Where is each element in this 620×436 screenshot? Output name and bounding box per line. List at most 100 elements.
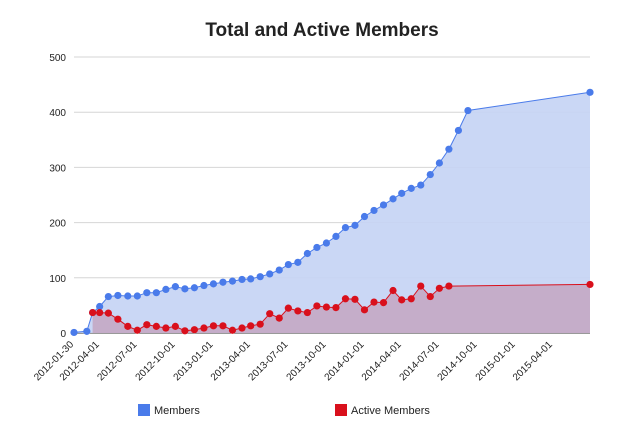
data-point-active-members — [398, 296, 406, 304]
data-point-active-members — [256, 320, 264, 328]
data-point-active-members — [294, 307, 302, 315]
data-point-members — [284, 260, 292, 269]
data-point-active-members — [133, 326, 141, 334]
data-point-active-members — [332, 304, 340, 312]
data-point-members — [114, 291, 122, 300]
data-point-active-members — [417, 282, 425, 290]
x-tick-label: 2013-10-01 — [285, 339, 329, 383]
data-point-members — [426, 170, 434, 179]
data-point-members — [256, 273, 264, 281]
data-point-members — [143, 289, 151, 297]
data-point-members — [228, 277, 237, 285]
data-point-members — [417, 181, 425, 189]
data-point-members — [238, 275, 246, 284]
data-point-active-members — [228, 326, 237, 334]
data-point-active-members — [313, 302, 321, 310]
data-point-members — [303, 249, 311, 258]
data-point-active-members — [284, 304, 292, 312]
data-point-members — [209, 280, 218, 288]
data-point-members — [322, 239, 331, 247]
data-point-active-members — [162, 324, 170, 332]
data-point-active-members — [247, 322, 255, 330]
data-point-members — [407, 184, 415, 192]
data-point-active-members — [181, 327, 189, 335]
x-tick-label: 2012-10-01 — [134, 339, 178, 383]
data-point-members — [83, 327, 91, 335]
data-point-members — [379, 201, 388, 209]
data-point-active-members — [322, 303, 331, 311]
data-point-active-members — [445, 282, 453, 290]
data-point-members — [332, 232, 340, 240]
data-point-active-members — [171, 322, 179, 330]
series-areas — [74, 92, 590, 333]
data-point-members — [266, 270, 274, 278]
data-point-active-members — [435, 284, 443, 292]
x-tick-label: 2014-07-01 — [398, 339, 442, 383]
data-point-active-members — [200, 324, 208, 332]
y-tick-label: 200 — [49, 219, 66, 230]
x-tick-label: 2014-10-01 — [436, 339, 480, 383]
series-points — [70, 88, 594, 337]
data-point-active-members — [360, 306, 369, 314]
area-active-members — [92, 284, 590, 333]
y-axis-ticks: 0 100 200 300 400 500 — [49, 53, 66, 340]
data-point-members — [275, 266, 283, 274]
data-point-active-members — [143, 321, 151, 329]
data-point-members — [294, 258, 302, 266]
data-point-active-members — [275, 314, 283, 322]
data-point-members — [247, 275, 255, 283]
data-point-members — [152, 289, 160, 297]
data-point-active-members — [104, 309, 112, 317]
area-members — [74, 92, 590, 333]
data-point-active-members — [351, 295, 359, 303]
data-point-members — [389, 195, 397, 203]
data-point-members — [351, 221, 359, 229]
data-point-active-members — [266, 310, 274, 318]
data-point-members — [200, 281, 208, 290]
x-tick-label: 2013-07-01 — [247, 339, 291, 383]
y-tick-label: 400 — [49, 108, 66, 119]
legend-label-members: Members — [154, 405, 200, 417]
data-point-members — [171, 283, 179, 291]
data-point-active-members — [238, 324, 246, 332]
data-point-members — [313, 243, 321, 252]
data-point-members — [104, 292, 112, 301]
data-point-members — [435, 159, 443, 167]
data-point-members — [398, 189, 406, 197]
data-point-active-members — [209, 322, 218, 330]
data-point-active-members — [124, 322, 132, 330]
data-point-active-members — [303, 308, 311, 317]
data-point-active-members — [407, 295, 415, 303]
data-point-members — [96, 302, 104, 311]
legend-label-active-members: Active Members — [351, 405, 430, 417]
data-point-active-members — [96, 308, 104, 317]
data-point-members — [454, 126, 463, 135]
data-point-active-members — [152, 322, 160, 330]
x-tick-label: 2015-04-01 — [511, 339, 555, 383]
chart-title: Total and Active Members — [205, 20, 438, 41]
data-point-active-members — [114, 315, 122, 323]
data-point-members — [445, 145, 453, 153]
data-point-members — [190, 284, 199, 292]
data-point-members — [181, 285, 189, 293]
data-point-members — [370, 206, 378, 215]
legend-swatch-members — [138, 404, 150, 416]
data-point-active-members — [586, 280, 594, 289]
data-point-active-members — [379, 299, 388, 307]
data-point-members — [133, 292, 141, 300]
legend: Members Active Members — [138, 404, 430, 417]
data-point-active-members — [219, 322, 227, 330]
x-axis-ticks: 2012-01-302012-04-012012-07-012012-10-01… — [32, 339, 555, 383]
y-tick-label: 100 — [49, 274, 66, 285]
data-point-members — [360, 212, 369, 221]
data-point-members — [464, 106, 472, 115]
data-point-members — [70, 328, 78, 337]
data-point-members — [586, 88, 594, 96]
data-point-active-members — [389, 286, 397, 295]
y-tick-label: 500 — [49, 53, 66, 64]
x-tick-label: 2012-07-01 — [95, 339, 139, 383]
data-point-members — [219, 278, 227, 286]
data-point-active-members — [341, 295, 350, 303]
data-point-active-members — [89, 308, 97, 317]
